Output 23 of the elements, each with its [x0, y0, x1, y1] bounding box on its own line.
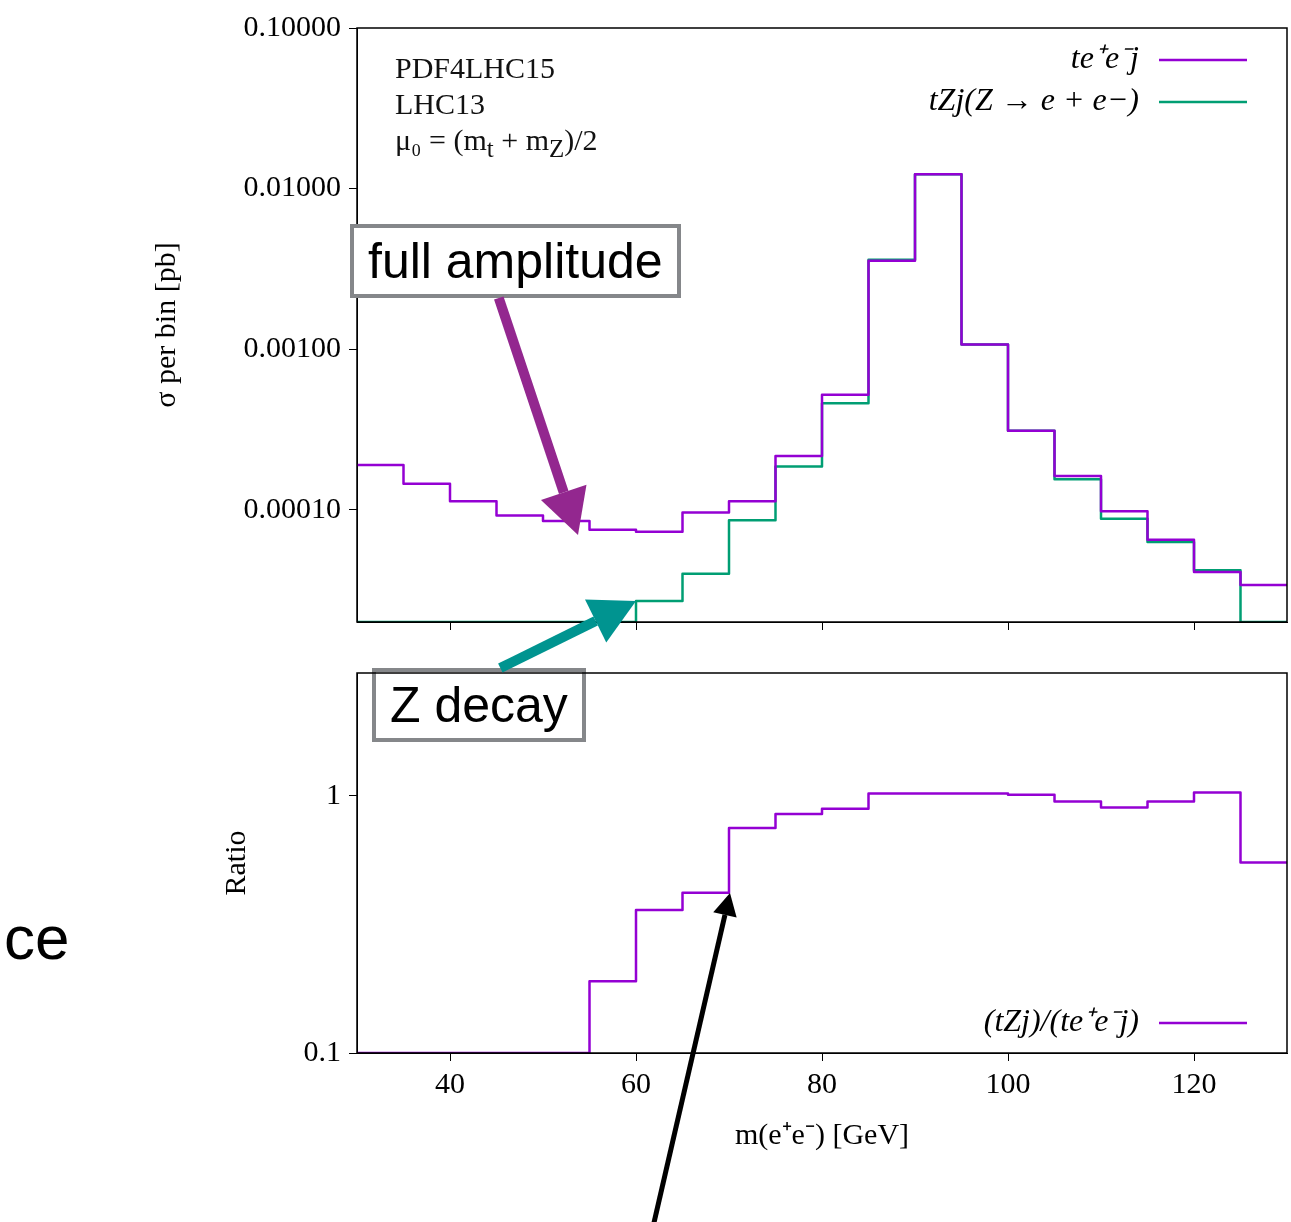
- y-tick-label: 0.00010: [243, 490, 341, 524]
- x-tick-label: 60: [621, 1065, 651, 1099]
- y-tick-label: 0.1: [303, 1033, 341, 1067]
- y-tick-label: 0.01000: [243, 169, 341, 203]
- y-axis-title: Ratio: [217, 830, 251, 896]
- y-tick-label: 0.10000: [243, 8, 341, 42]
- annotation: full amplitude: [350, 224, 681, 298]
- text: ce: [4, 902, 70, 973]
- y-tick-label: 0.00100: [243, 330, 341, 364]
- annotation: PDF4LHC15: [395, 51, 556, 84]
- x-axis-title: m(e⁺e⁻) [GeV]: [734, 1116, 910, 1151]
- legend-label: te⁺e⁻j: [1070, 39, 1140, 76]
- x-tick-label: 80: [807, 1065, 837, 1099]
- annotation: LHC13: [395, 87, 485, 120]
- annotation: μ₀ = (m$_{t}$ + m$_{Z}$)/2: [395, 123, 598, 162]
- y-axis-title: σ per bin [pb]: [147, 242, 181, 408]
- legend-label: (tZj)/(te⁺e⁻j): [983, 1002, 1139, 1039]
- legend-label: tZj(Z → e + e−): [928, 81, 1139, 118]
- y-tick-label: 1: [326, 776, 341, 810]
- x-tick-label: 100: [985, 1065, 1031, 1099]
- annotation: Z decay: [372, 668, 586, 742]
- x-tick-label: 40: [435, 1065, 465, 1099]
- x-tick-label: 120: [1171, 1065, 1217, 1099]
